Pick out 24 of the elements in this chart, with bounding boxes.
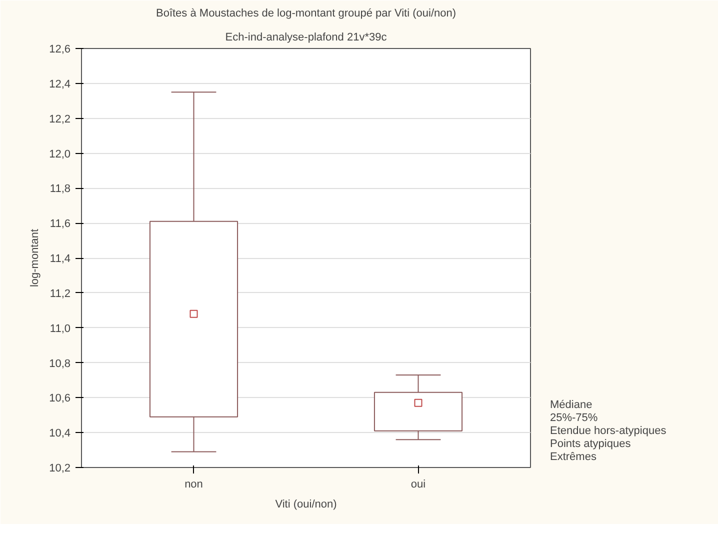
text: 25%-75% [550,412,598,424]
y-tick-label: 10,4 [49,428,71,440]
text: Etendue hors-atypiques [550,425,666,437]
y-tick-label: 11,4 [50,253,70,265]
x-tick-label: oui [410,478,426,490]
y-axis-title: log-montant [29,228,42,288]
y-tick-label: 12,0 [49,148,71,160]
y-tick-label: 11,8 [50,183,70,196]
y-tick-label: 12,6 [49,44,71,56]
chart-title: Boîtes à Moustaches de log-montant groupé par Viti (oui/non) [156,8,456,20]
y-tick-label: 10,8 [49,358,71,370]
text: Extrêmes [550,451,596,463]
text: Médiane [550,399,592,411]
x-axis-title: Viti (oui/non) [275,498,337,510]
y-tick-label: 12,4 [49,78,71,90]
text: Points atypiques [550,438,631,450]
y-tick-label: 10,2 [49,462,71,474]
y-tick-label: 11,0 [50,322,70,335]
y-tick-label: 11,2 [50,288,70,300]
y-tick-label: 11,6 [50,218,70,230]
chart-subtitle: Ech-ind-analyse-plafond 21v*39c [225,32,388,44]
y-tick-label: 12,2 [49,113,71,126]
x-tick-label: non [184,478,203,490]
y-tick-label: 10,6 [49,392,71,405]
